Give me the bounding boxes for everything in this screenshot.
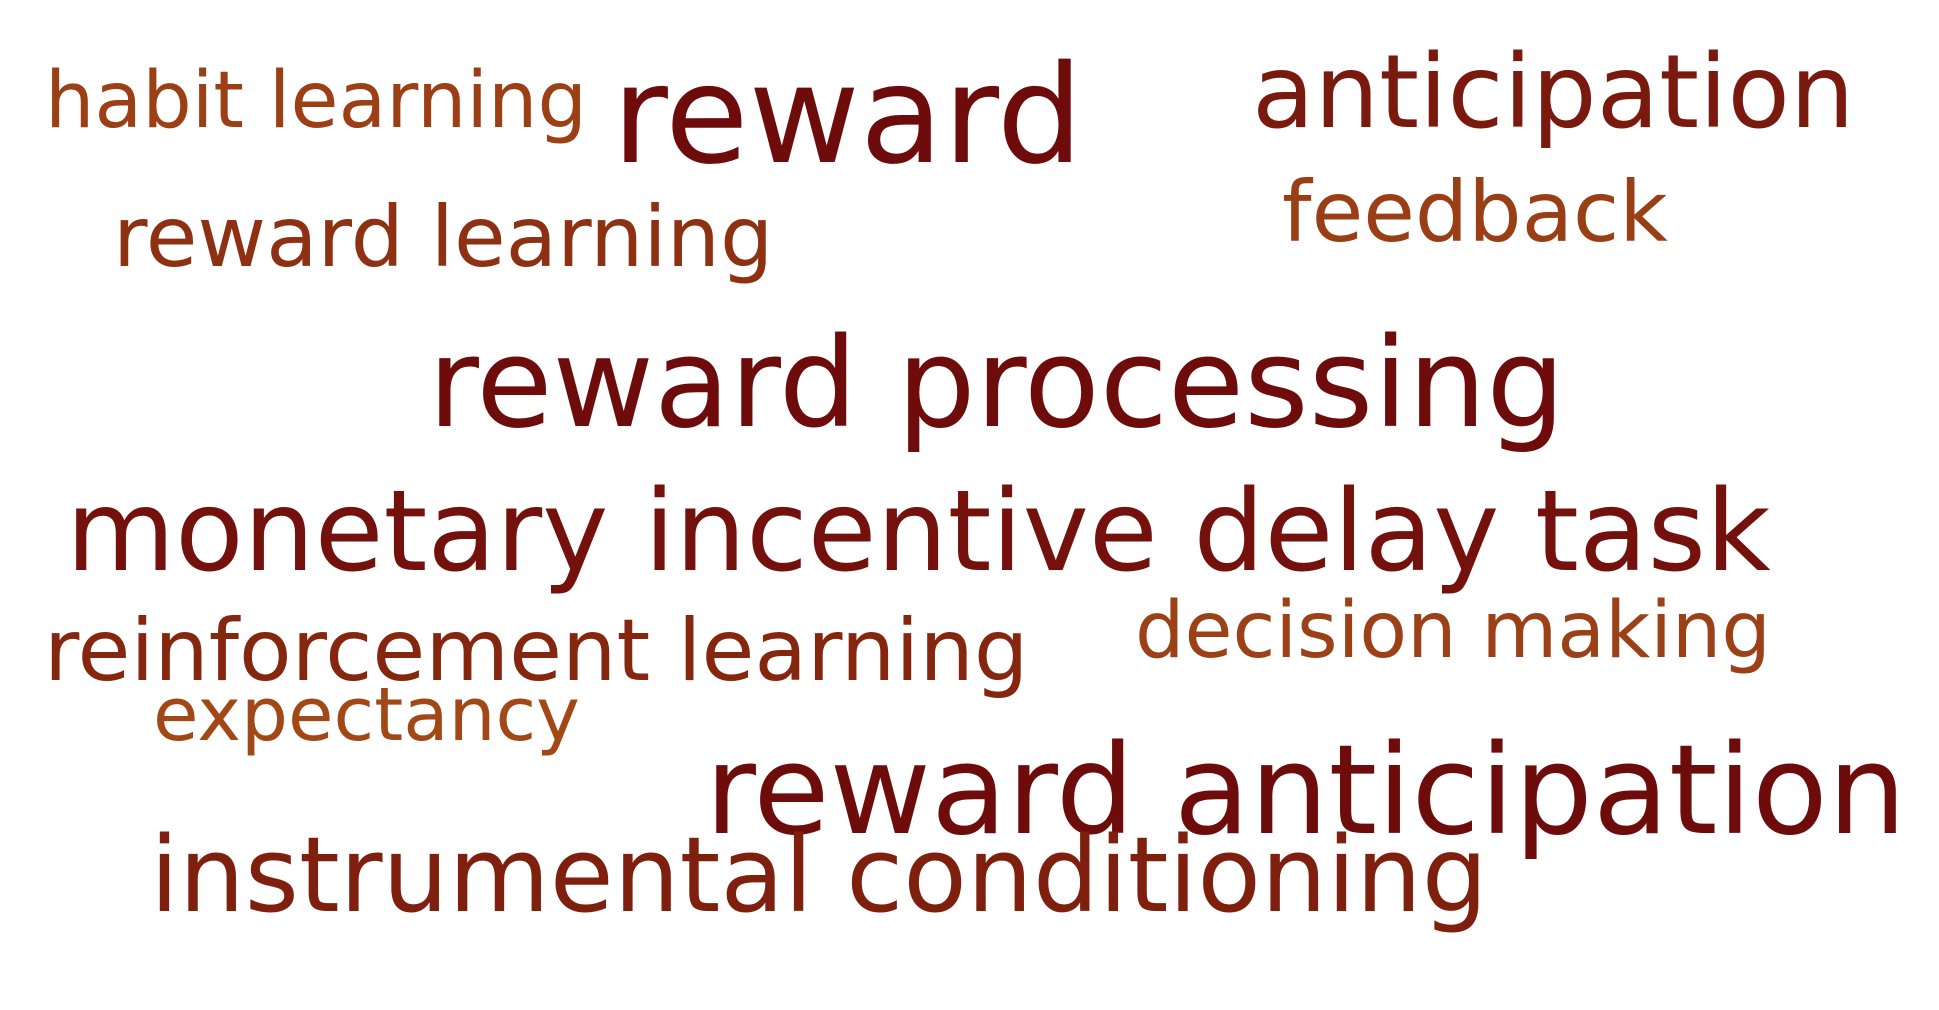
word-monetary-incentive-delay-task: monetary incentive delay task	[66, 467, 1771, 597]
word-reward-learning: reward learning	[113, 188, 774, 286]
word-reward-anticipation: reward anticipation	[705, 719, 1907, 863]
word-decision-making: decision making	[1135, 586, 1771, 676]
word-reinforcement-learning: reinforcement learning	[44, 601, 1029, 701]
word-feedback: feedback	[1282, 163, 1668, 261]
word-reward-processing: reward processing	[428, 312, 1566, 456]
word-habit-learning: habit learning	[45, 56, 588, 146]
word-reward: reward	[612, 37, 1084, 195]
word-instrumental-conditioning: instrumental conditioning	[150, 814, 1488, 936]
word-expectancy: expectancy	[153, 672, 580, 758]
word-anticipation: anticipation	[1252, 33, 1855, 152]
